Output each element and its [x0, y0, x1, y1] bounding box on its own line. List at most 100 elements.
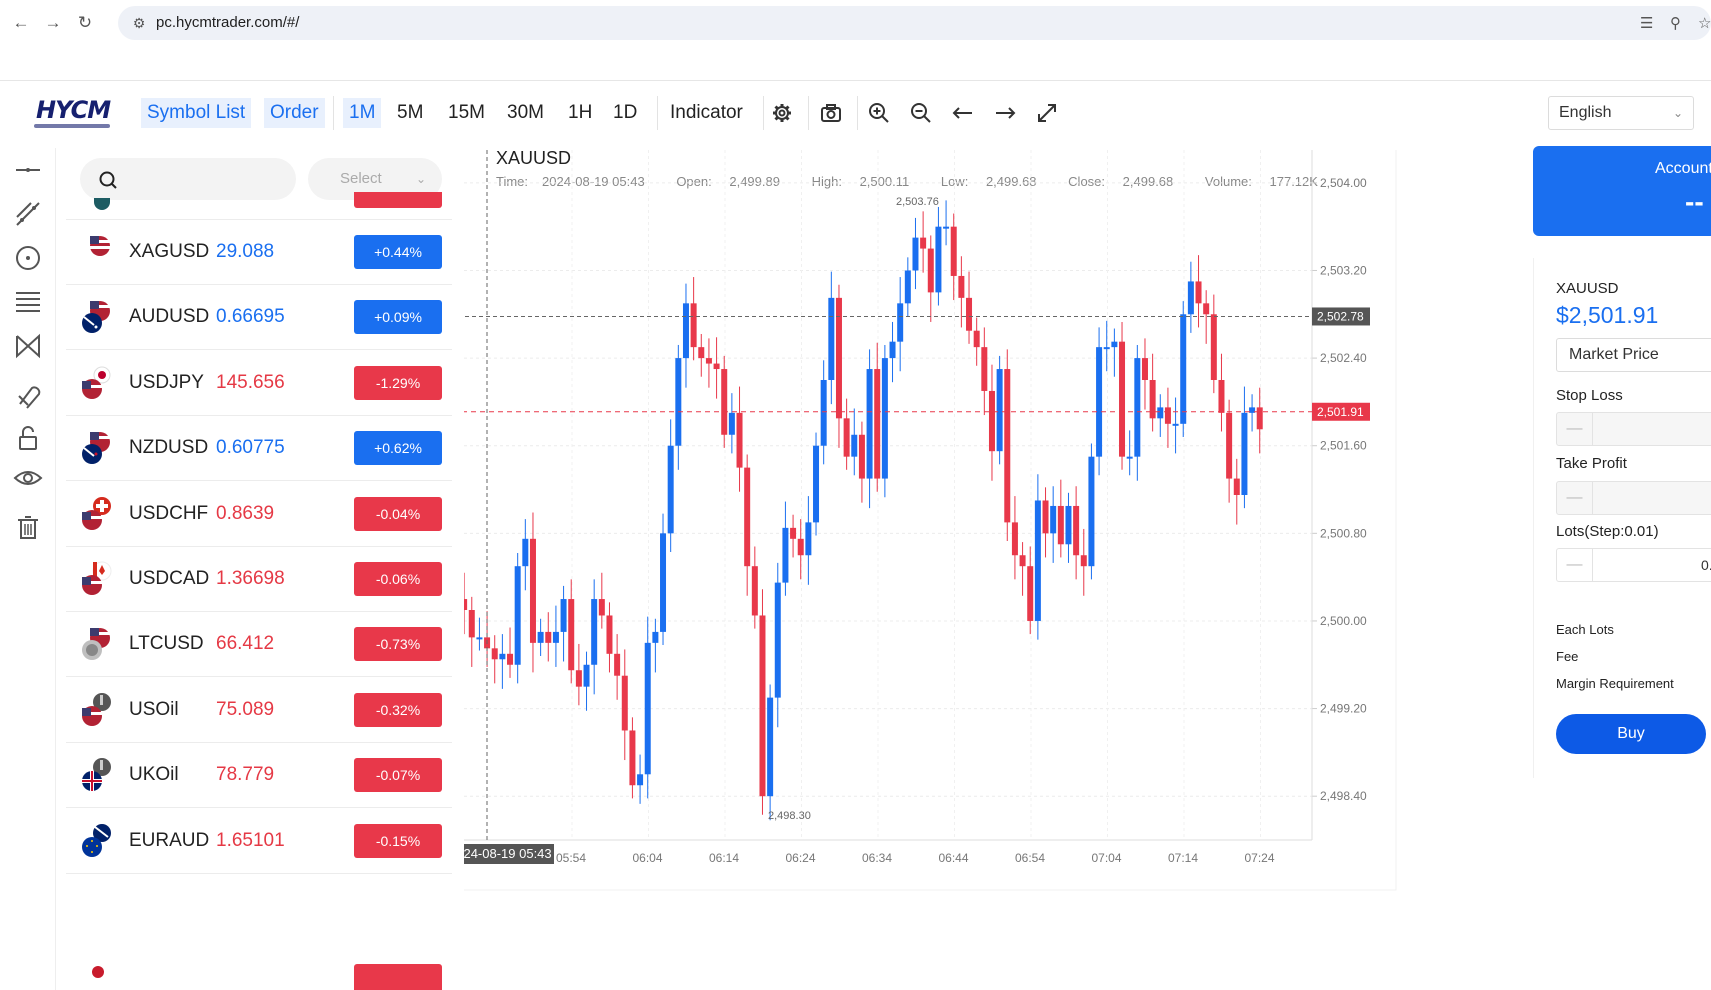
- candle-body: [1042, 500, 1049, 534]
- open-value: 2,499.89: [729, 174, 780, 189]
- trend-line-icon[interactable]: [12, 198, 44, 230]
- list-item[interactable]: [66, 148, 452, 220]
- stop-loss-decrement[interactable]: —: [1557, 413, 1593, 445]
- forward-icon[interactable]: →: [44, 13, 62, 32]
- current-price-box: [1312, 402, 1370, 421]
- candle-body: [1218, 380, 1225, 413]
- symbol-list-button[interactable]: Symbol List: [141, 98, 252, 128]
- symbol-row-audusd[interactable]: AUDUSD 0.66695 +0.09%: [66, 285, 452, 351]
- candle-body: [981, 347, 988, 391]
- candle-body: [660, 533, 667, 632]
- candle-body: [667, 445, 674, 534]
- symbol-row-ukoil[interactable]: UKOil 78.779 -0.07%: [66, 743, 452, 809]
- camera-icon[interactable]: [816, 98, 846, 128]
- high-label: High:: [811, 174, 842, 189]
- order-button[interactable]: Order: [264, 98, 325, 128]
- crosshair-time-box: [464, 844, 554, 864]
- zoom-out-icon[interactable]: [906, 98, 936, 128]
- open-info: Open: 2,499.89: [676, 174, 794, 189]
- horizontal-line-icon[interactable]: [12, 154, 44, 186]
- symbol-name: XAGUSD: [129, 241, 210, 262]
- translate-icon[interactable]: ☰: [1640, 15, 1654, 32]
- candle-body: [682, 303, 689, 359]
- x-tick-label: 07:24: [1245, 851, 1275, 865]
- scroll-right-icon[interactable]: [990, 98, 1020, 128]
- bookmark-icon[interactable]: ☆: [1698, 15, 1711, 32]
- fibonacci-icon[interactable]: [12, 286, 44, 318]
- magnet-icon[interactable]: [12, 380, 44, 412]
- timeframe-1d[interactable]: 1D: [613, 102, 638, 123]
- candle-body: [1256, 407, 1263, 430]
- flag-icon: [92, 966, 104, 978]
- symbol-row-nzdusd[interactable]: NZDUSD 0.60775 +0.62%: [66, 416, 452, 482]
- gear-icon[interactable]: [767, 98, 797, 128]
- timeframe-15m[interactable]: 15M: [448, 102, 485, 123]
- timeframe-1m[interactable]: 1M: [343, 98, 382, 128]
- symbol-row-ltcusd[interactable]: LTCUSD 66.412 -0.73%: [66, 612, 452, 678]
- lots-decrement[interactable]: —: [1557, 549, 1593, 581]
- order-type-select[interactable]: Market Price: [1556, 338, 1711, 372]
- flag-icon: [82, 692, 111, 726]
- reload-icon[interactable]: ↻: [77, 13, 93, 32]
- candle-body: [958, 275, 965, 298]
- change-badge: [354, 192, 442, 208]
- search-input[interactable]: [80, 158, 296, 200]
- time-label: Time:: [496, 174, 529, 189]
- candle-body: [874, 369, 881, 479]
- scroll-left-icon[interactable]: [948, 98, 978, 128]
- candlestick-chart[interactable]: 2,504.00 2,503.20 2,502.40 2,501.60 2,500.80…: [464, 150, 1532, 950]
- buy-button[interactable]: Buy: [1556, 714, 1706, 754]
- circle-icon[interactable]: [12, 242, 44, 274]
- language-select[interactable]: English ⌄: [1548, 96, 1694, 130]
- y-tick-label: 2,503.20: [1320, 263, 1367, 277]
- candle-body: [820, 380, 827, 446]
- trade-panel: XAUUSD $2,501.91 Market Price Stop Loss …: [1533, 258, 1711, 778]
- candle-body: [813, 445, 820, 523]
- timeframe-5m[interactable]: 5M: [397, 102, 424, 123]
- open-label: Open:: [676, 174, 712, 189]
- expand-icon[interactable]: [1032, 98, 1062, 128]
- site-settings-icon[interactable]: ⚙: [132, 15, 146, 31]
- account-box[interactable]: Account --: [1533, 146, 1711, 236]
- take-profit-label: Take Profit: [1556, 455, 1627, 472]
- take-profit-input[interactable]: — 0: [1556, 481, 1711, 515]
- candle-body: [1088, 456, 1095, 567]
- timeframe-30m[interactable]: 30M: [507, 102, 544, 123]
- symbol-row-usdchf[interactable]: USDCHF 0.8639 -0.04%: [66, 482, 452, 547]
- stop-loss-input[interactable]: — 0: [1556, 412, 1711, 446]
- account-value: --: [1685, 186, 1704, 217]
- address-bar[interactable]: ⚙ pc.hycmtrader.com/#/ ☰ ⚲ ☆: [118, 6, 1711, 40]
- zoom-in-icon[interactable]: [864, 98, 894, 128]
- symbol-name: AUDUSD: [129, 306, 210, 328]
- symbol-name: USDJPY: [129, 371, 204, 393]
- lock-icon[interactable]: [12, 422, 44, 454]
- pattern-icon[interactable]: [12, 330, 44, 362]
- url-text[interactable]: pc.hycmtrader.com/#/: [156, 14, 300, 31]
- each-lots-label: Each Lots: [1556, 622, 1614, 637]
- back-icon[interactable]: ←: [12, 13, 30, 32]
- timeframe-1h[interactable]: 1H: [568, 102, 593, 123]
- symbol-row-xagusd[interactable]: XAGUSD 29.088 +0.44%: [66, 220, 452, 285]
- max-price-label: 2,503.76: [896, 196, 939, 208]
- flag-icon: [82, 561, 112, 595]
- candle-body: [1141, 358, 1148, 380]
- symbol-row-usoil[interactable]: USOil 75.089 -0.32%: [66, 678, 452, 743]
- change-badge: -1.29%: [354, 365, 442, 400]
- symbol-row-usdcad[interactable]: USDCAD 1.36698 -0.06%: [66, 547, 452, 612]
- candle-body: [1187, 281, 1194, 315]
- trash-icon[interactable]: [12, 512, 44, 544]
- logo-swoosh: [34, 124, 110, 128]
- lots-input[interactable]: — 0.0: [1556, 548, 1711, 582]
- indicator-button[interactable]: Indicator: [670, 102, 743, 123]
- symbol-row-euraud[interactable]: EURAUD 1.65101 -0.15%: [66, 809, 452, 874]
- candle-body: [1126, 456, 1133, 459]
- candle-body: [537, 631, 544, 643]
- chevron-down-icon: ⌄: [1672, 106, 1683, 120]
- symbol-row-usdjpy[interactable]: USDJPY 145.656 -1.29%: [66, 351, 452, 416]
- take-profit-decrement[interactable]: —: [1557, 482, 1593, 514]
- symbol-name: USDCAD: [129, 568, 210, 589]
- candle-body: [1034, 500, 1041, 621]
- zoom-icon[interactable]: ⚲: [1670, 15, 1681, 32]
- eye-icon[interactable]: [12, 462, 44, 494]
- list-item[interactable]: [66, 946, 452, 990]
